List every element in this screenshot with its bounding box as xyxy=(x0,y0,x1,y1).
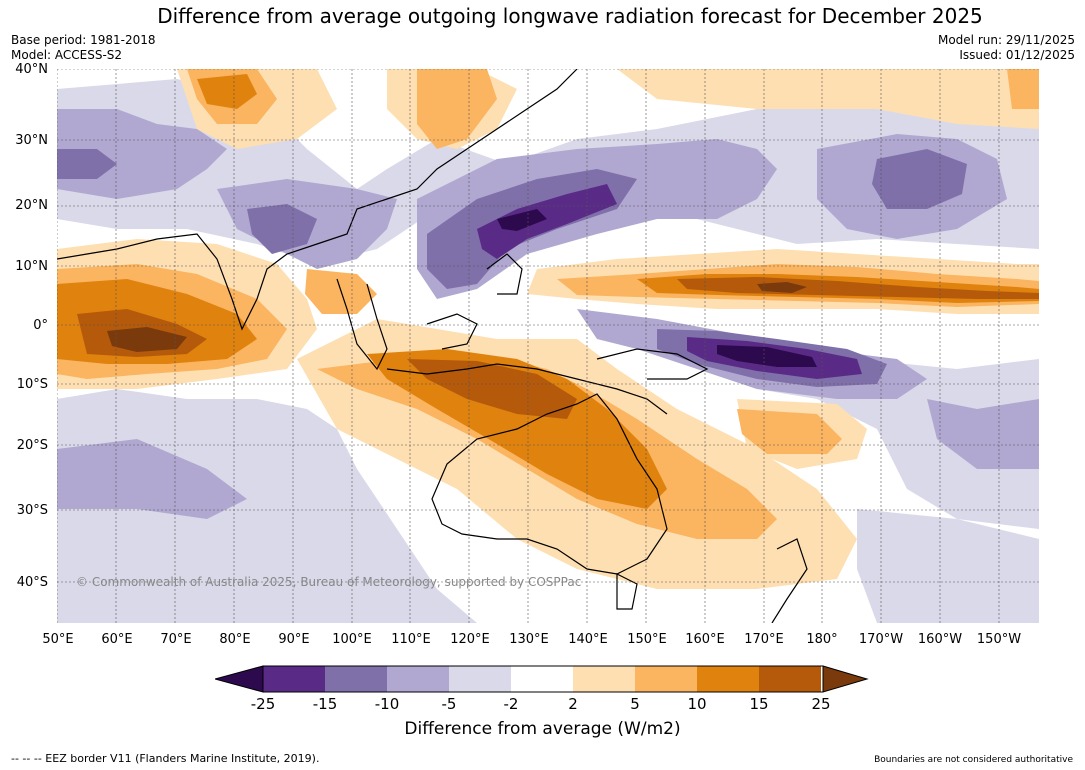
colorbar-segment xyxy=(325,666,387,692)
colorbar-tick: -2 xyxy=(503,695,519,713)
lon-label: 140°E xyxy=(568,632,608,647)
meta-left: Base period: 1981-2018 Model: ACCESS-S2 xyxy=(11,33,156,63)
lon-label: 80°E xyxy=(219,632,251,647)
colorbar xyxy=(215,665,869,693)
lon-label: 170°W xyxy=(858,632,904,647)
lat-label: 30°N xyxy=(15,133,48,148)
colorbar-segment xyxy=(511,666,573,692)
lon-label: 180° xyxy=(806,632,838,647)
lat-label: 30°S xyxy=(16,503,48,518)
model-run: Model run: 29/11/2025 xyxy=(937,33,1075,47)
colorbar-tick: -10 xyxy=(374,695,400,713)
colorbar-min-extension xyxy=(215,665,264,693)
chart-title: Difference from average outgoing longwav… xyxy=(157,4,983,28)
model-name: Model: ACCESS-S2 xyxy=(11,48,123,62)
footer-disclaimer: Boundaries are not considered authoritat… xyxy=(874,755,1073,765)
lat-label: 40°S xyxy=(16,575,48,590)
colorbar-segment xyxy=(759,666,821,692)
lon-label: 150°E xyxy=(627,632,667,647)
colorbar-title: Difference from average (W/m2) xyxy=(404,719,681,739)
lat-label: 20°S xyxy=(16,438,48,453)
colorbar-tick: -25 xyxy=(250,695,276,713)
colorbar-tick: 10 xyxy=(687,695,707,713)
lat-label: 20°N xyxy=(15,198,48,213)
lat-label: 10°N xyxy=(15,259,48,274)
coastlines xyxy=(57,69,808,623)
copyright-notice: © Commonwealth of Australia 2025, Bureau… xyxy=(76,575,582,589)
lat-label: 40°N xyxy=(15,62,48,77)
lon-label: 160°E xyxy=(685,632,725,647)
colorbar-tick: 25 xyxy=(811,695,831,713)
colorbar-segment xyxy=(697,666,759,692)
anomaly-above-25 xyxy=(107,282,807,352)
meta-right: Model run: 29/11/2025 Issued: 01/12/2025 xyxy=(938,33,1075,63)
colorbar-segment xyxy=(449,666,511,692)
lon-label: 100°E xyxy=(332,632,372,647)
graticule xyxy=(57,69,1039,623)
lat-label: 10°S xyxy=(16,377,48,392)
colorbar-segment xyxy=(263,666,325,692)
lon-label: 60°E xyxy=(101,632,133,647)
lon-label: 70°E xyxy=(160,632,192,647)
footer-eez-note: -- -- -- EEZ border V11 (Flanders Marine… xyxy=(11,752,320,765)
colorbar-tick: 2 xyxy=(568,695,578,713)
lon-label: 130°E xyxy=(509,632,549,647)
colorbar-segment xyxy=(387,666,449,692)
lon-label: 50°E xyxy=(42,632,74,647)
lon-label: 90°E xyxy=(278,632,310,647)
colorbar-tick: 5 xyxy=(630,695,640,713)
lon-label: 120°E xyxy=(450,632,490,647)
colorbar-segment xyxy=(573,666,635,692)
lat-label: 0° xyxy=(33,318,48,333)
issued-date: Issued: 01/12/2025 xyxy=(959,48,1075,62)
lon-label: 160°W xyxy=(917,632,963,647)
colorbar-segment xyxy=(635,666,697,692)
anomaly-below-minus-25 xyxy=(497,209,817,367)
colorbar-max-extension xyxy=(822,665,869,693)
base-period: Base period: 1981-2018 xyxy=(11,33,156,47)
lon-label: 170°E xyxy=(744,632,784,647)
colorbar-tick: -5 xyxy=(441,695,457,713)
lon-label: 110°E xyxy=(391,632,431,647)
lon-label: 150°W xyxy=(976,632,1022,647)
colorbar-tick: -15 xyxy=(312,695,338,713)
olr-anomaly-map xyxy=(57,69,1039,623)
colorbar-tick: 15 xyxy=(749,695,769,713)
